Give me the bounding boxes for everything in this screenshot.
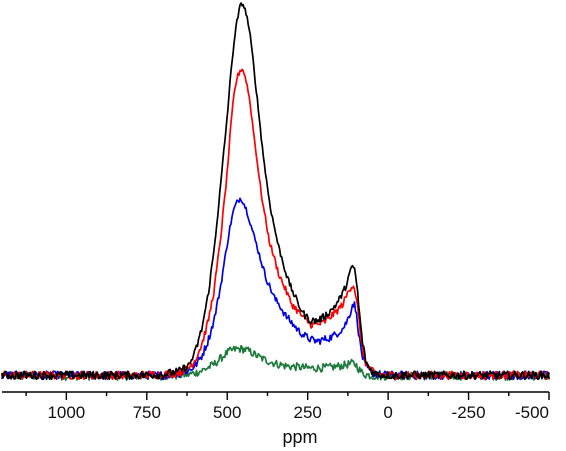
series-layer — [1, 2, 550, 381]
series-blue-line — [1, 197, 550, 381]
x-tick-label: 0 — [383, 403, 392, 422]
x-axis-title: ppm — [282, 427, 317, 447]
x-tick-label: -250 — [452, 403, 486, 422]
series-black-line — [1, 2, 550, 381]
x-tick-label: 250 — [293, 403, 321, 422]
x-tick-label: 750 — [133, 403, 161, 422]
x-tick-label: 500 — [213, 403, 241, 422]
x-axis-ticks: 1000 750 500 250 0 -250 -500 — [25, 392, 550, 422]
x-tick-label: 1000 — [47, 403, 85, 422]
series-red-line — [1, 68, 550, 381]
x-tick-label: -500 — [515, 403, 549, 422]
